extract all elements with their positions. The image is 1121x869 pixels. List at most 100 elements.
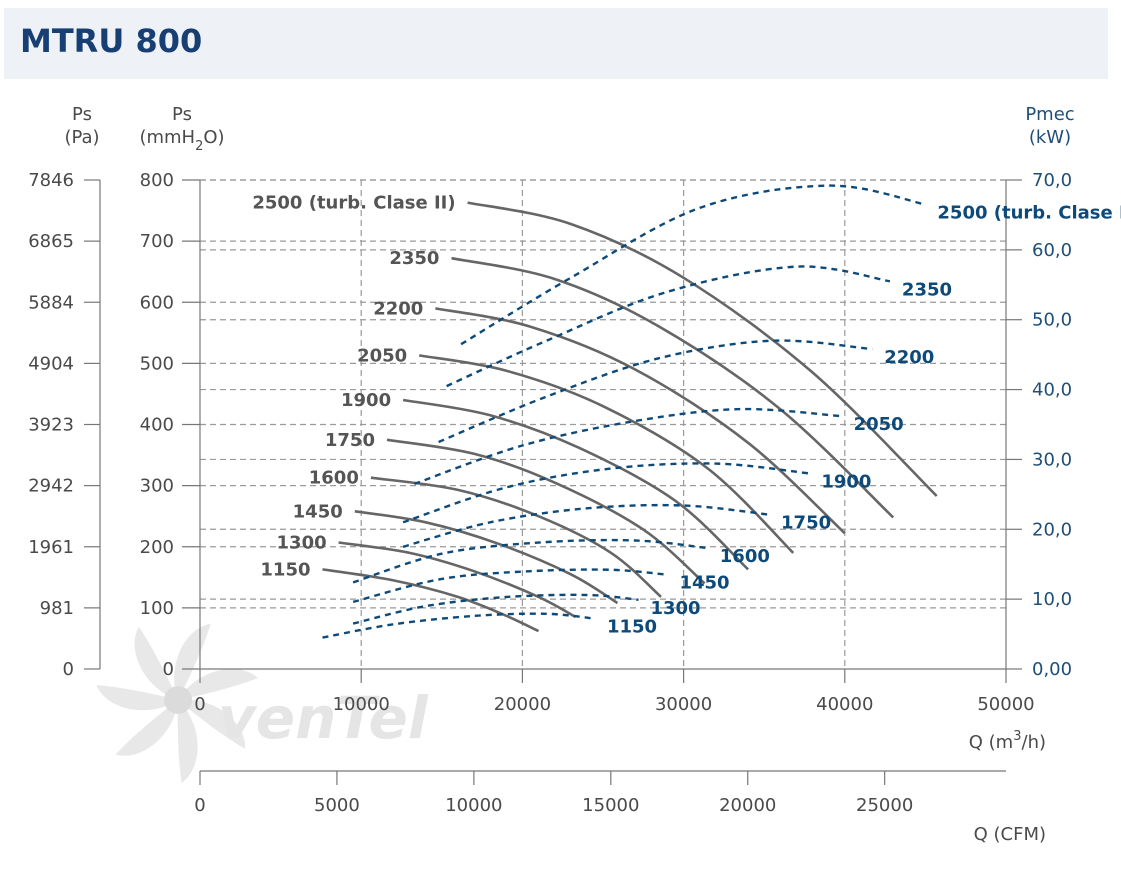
tick-label-q-cfm: 15000 [582, 795, 639, 816]
pressure-label-1750: 1750 [325, 430, 375, 451]
fan-hub-icon [164, 686, 192, 714]
power-label-1750: 1750 [781, 513, 831, 534]
logo-text: venTel [218, 684, 429, 752]
tick-label-q-m3h: 50000 [977, 694, 1034, 715]
power-curve-2200 [438, 339, 873, 444]
tick-label-pmec: 20,0 [1032, 519, 1072, 540]
tick-label-pmec: 0,00 [1032, 659, 1072, 680]
pressure-curve-1450 [354, 510, 619, 605]
power-label-1150: 1150 [607, 617, 657, 638]
grid-lines [200, 179, 1006, 669]
power-curve-1450 [352, 568, 668, 604]
power-curve-1150 [322, 612, 596, 639]
pressure-label-1450: 1450 [293, 501, 343, 522]
curve-labels: 1150130014501600175019002050220023502500… [252, 193, 1121, 638]
pressure-curve-2050 [418, 354, 795, 554]
axis-title-pa-line2: (Pa) [64, 127, 99, 148]
axis-title-q-m3h: Q (m3/h) [969, 729, 1046, 753]
tick-label-ps-mmh2o: 200 [140, 537, 174, 558]
venttel-logo: venTel [96, 623, 429, 783]
fan-blade-icon [115, 700, 178, 756]
tick-label-ps-pa: 4904 [28, 353, 74, 374]
tick-label-ps-mmh2o: 300 [140, 476, 174, 497]
tick-label-ps-mmh2o: 700 [140, 231, 174, 252]
tick-label-pmec: 50,0 [1032, 310, 1072, 331]
tick-label-pmec: 10,0 [1032, 589, 1072, 610]
power-label-2200: 2200 [884, 347, 934, 368]
axes: 800 7846 700 6865 600 5884 500 4904 400 3923 300 29… [28, 104, 1074, 845]
tick-label-q-cfm: 10000 [445, 795, 502, 816]
tick-label-ps-pa: 0 [63, 659, 74, 680]
pressure-label-2050: 2050 [357, 345, 407, 366]
pressure-curve-1750 [386, 438, 706, 585]
tick-label-ps-mmh2o: 400 [140, 415, 174, 436]
axis-title-q-cfm: Q (CFM) [974, 824, 1046, 845]
power-curve-1750 [402, 503, 770, 548]
tick-label-q-cfm: 25000 [856, 795, 913, 816]
fan-blade-icon [174, 623, 211, 700]
fan-blade-icon [177, 700, 198, 783]
power-curve-1900 [402, 462, 810, 524]
tick-label-q-m3h: 40000 [816, 694, 873, 715]
tick-label-q-m3h: 0 [194, 694, 205, 715]
tick-label-q-m3h: 20000 [494, 694, 551, 715]
fan-blade-icon [134, 626, 178, 700]
power-curve-1600 [352, 538, 708, 584]
tick-label-ps-pa: 981 [40, 598, 74, 619]
power-curve-2350 [446, 265, 891, 388]
tick-label-ps-mmh2o: 500 [140, 353, 174, 374]
fan-blade-icon [178, 699, 246, 749]
pressure-label-2500: 2500 (turb. Clase II) [252, 193, 455, 214]
power-curve-2500 [460, 184, 926, 346]
axis-title-pmec-line1: Pmec [1025, 104, 1074, 125]
tick-label-pmec: 60,0 [1032, 240, 1072, 261]
power-label-1450: 1450 [679, 573, 729, 594]
tick-label-ps-pa: 6865 [28, 231, 74, 252]
power-label-1600: 1600 [720, 546, 770, 567]
pressure-label-1300: 1300 [277, 532, 327, 553]
page-title: MTRU 800 [20, 22, 203, 60]
power-curve-1300 [352, 593, 639, 625]
pressure-curve-1900 [402, 398, 749, 571]
pressure-curve-2350 [451, 256, 895, 519]
axis-title-pa-line1: Ps [72, 104, 92, 125]
tick-label-pmec: 40,0 [1032, 380, 1072, 401]
tick-label-ps-mmh2o: 100 [140, 598, 174, 619]
tick-label-q-cfm: 20000 [719, 795, 776, 816]
power-label-2050: 2050 [854, 414, 904, 435]
power-label-1900: 1900 [821, 471, 871, 492]
tick-label-pmec: 70,0 [1032, 170, 1072, 191]
fan-blade-icon [178, 669, 258, 700]
tick-label-ps-mmh2o: 0 [163, 659, 174, 680]
axis-title-mmh2o-line1: Ps [172, 104, 192, 125]
tick-label-q-cfm: 0 [194, 795, 205, 816]
tick-label-ps-pa: 3923 [28, 415, 74, 436]
pressure-label-1900: 1900 [341, 390, 391, 411]
pressure-label-1150: 1150 [260, 559, 310, 580]
tick-label-q-cfm: 5000 [314, 795, 360, 816]
power-label-1300: 1300 [650, 598, 700, 619]
tick-label-pmec: 30,0 [1032, 449, 1072, 470]
power-label-2350: 2350 [902, 279, 952, 300]
pressure-curve-1150 [322, 568, 540, 633]
pressure-curve-1600 [370, 476, 662, 598]
power-curves [322, 184, 926, 639]
tick-label-ps-pa: 5884 [28, 292, 74, 313]
pressure-label-2200: 2200 [373, 298, 423, 319]
tick-label-ps-mmh2o: 600 [140, 292, 174, 313]
tick-label-q-m3h: 30000 [655, 694, 712, 715]
header-bar: MTRU 800 [4, 8, 1108, 79]
pressure-curve-2200 [435, 307, 846, 535]
axis-title-mmh2o-line2: (mmH2O) [139, 127, 224, 154]
tick-label-q-m3h: 10000 [333, 694, 390, 715]
fan-blade-icon [96, 685, 178, 711]
pressure-label-2350: 2350 [389, 248, 439, 269]
tick-label-ps-pa: 2942 [28, 476, 74, 497]
axis-title-pmec-line2: (kW) [1029, 127, 1071, 148]
tick-label-ps-mmh2o: 800 [140, 170, 174, 191]
tick-label-ps-pa: 1961 [28, 537, 74, 558]
tick-label-ps-pa: 7846 [28, 170, 74, 191]
pressure-curve-1300 [338, 541, 577, 619]
power-label-2500: 2500 (turb. Clase II) [937, 202, 1121, 223]
